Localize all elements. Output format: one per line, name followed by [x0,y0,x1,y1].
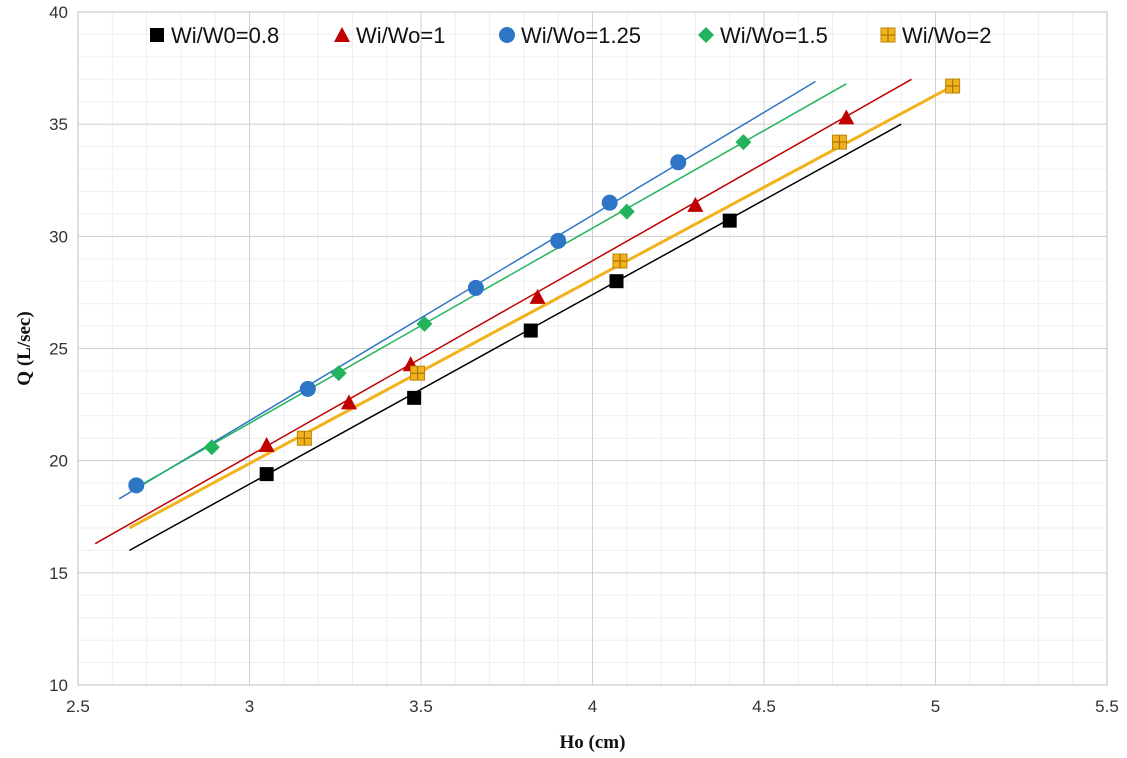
triangle-marker-shape [340,394,357,410]
major-grid [77,11,1108,686]
legend-label: Wi/W0=0.8 [171,23,279,48]
x-axis-tick-labels: 2.5 3 3.5 4 4.5 5 5.5 [66,697,1119,716]
data-point [838,109,855,125]
diamond-marker-shape [203,439,220,456]
diamond-marker-shape [416,315,433,332]
x-tick-label: 4 [588,697,597,716]
legend-label: Wi/Wo=1 [356,23,445,48]
x-tick-label: 4.5 [752,697,776,716]
x-tick-label: 2.5 [66,697,90,716]
data-point [831,134,847,150]
triangle-marker-shape [334,27,350,42]
y-tick-label: 10 [49,676,68,695]
data-point [529,288,546,304]
y-tick-label: 35 [49,115,68,134]
square-marker-shape [407,390,422,405]
square-marker-shape [150,28,164,42]
legend-marker [334,27,350,42]
circle-marker-shape [299,380,316,397]
legend-label: Wi/Wo=1.5 [720,23,828,48]
triangle-marker-shape [529,288,546,304]
legend-marker [150,28,164,42]
y-axis-tick-labels: 10 15 20 25 30 35 40 [49,3,68,695]
y-tick-label: 15 [49,564,68,583]
y-tick-label: 25 [49,340,68,359]
triangle-marker-shape [687,196,704,212]
legend-label: Wi/Wo=1.25 [521,23,641,48]
data-point [618,203,635,220]
data-point [550,232,567,249]
square-marker-shape [722,213,737,228]
diamond-marker-shape [330,365,347,382]
trendline [135,83,847,489]
x-tick-label: 5 [931,697,940,716]
square-marker-shape [523,323,538,338]
diamond-marker-shape [698,27,714,43]
trendline [129,123,902,552]
triangle-marker-shape [258,436,275,452]
legend-label: Wi/Wo=2 [902,23,991,48]
data-point [670,154,687,171]
diamond-marker-shape [618,203,635,220]
data-point [258,436,275,452]
circle-marker-shape [601,194,618,211]
trendline [128,84,954,530]
data-point [735,134,752,151]
data-point [609,274,624,289]
data-point [601,194,618,211]
x-tick-label: 3 [245,697,254,716]
x-tick-label: 3.5 [409,697,433,716]
legend-marker [698,27,714,43]
trendline [118,80,816,500]
legend: Wi/W0=0.8 Wi/Wo=1 Wi/Wo=1.25 Wi/Wo=1.5 Wi/Wo… [150,23,991,48]
data-point [128,477,145,494]
circle-marker-shape [467,279,484,296]
data-point [722,213,737,228]
data-point [410,365,426,381]
data-point [407,390,422,405]
data-point [340,394,357,410]
y-axis-title: Q (L/sec) [14,311,35,385]
circle-marker-shape [550,232,567,249]
legend-marker [880,27,896,43]
data-point [299,380,316,397]
triangle-marker-shape [838,109,855,125]
data-point [687,196,704,212]
circle-marker-shape [128,477,145,494]
x-tick-label: 5.5 [1095,697,1119,716]
data-point [467,279,484,296]
diamond-marker-shape [735,134,752,151]
data-point [330,365,347,382]
data-point [945,78,961,94]
trendline [94,78,912,545]
data-point [296,430,312,446]
y-tick-label: 30 [49,227,68,246]
legend-marker [499,27,515,43]
square-marker-shape [259,467,274,482]
square-marker-shape [609,274,624,289]
data-points [128,78,961,494]
x-axis-title: Ho (cm) [560,732,626,753]
y-tick-label: 40 [49,3,68,22]
circle-marker-shape [499,27,515,43]
data-point [416,315,433,332]
data-point [523,323,538,338]
data-point [259,467,274,482]
data-point [612,253,628,269]
data-point [203,439,220,456]
circle-marker-shape [670,154,687,171]
plot-area-frame [77,11,1108,686]
y-tick-label: 20 [49,452,68,471]
trendlines [94,78,954,552]
